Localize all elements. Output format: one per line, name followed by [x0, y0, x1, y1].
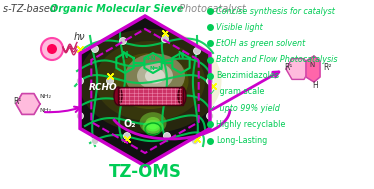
Polygon shape — [16, 94, 40, 114]
Polygon shape — [80, 16, 210, 166]
Text: NH₂: NH₂ — [39, 108, 51, 114]
Ellipse shape — [125, 53, 185, 98]
Circle shape — [77, 112, 83, 119]
Text: upto 99% yield: upto 99% yield — [217, 104, 280, 113]
Circle shape — [123, 132, 131, 139]
Text: R²: R² — [323, 63, 331, 71]
Circle shape — [163, 132, 171, 139]
Text: ✓: ✓ — [209, 88, 216, 97]
Text: Photocatalyst: Photocatalyst — [176, 4, 246, 14]
Ellipse shape — [95, 41, 205, 121]
Text: Visible light: Visible light — [216, 23, 263, 32]
Circle shape — [193, 47, 200, 54]
Ellipse shape — [145, 117, 160, 129]
Circle shape — [206, 112, 214, 119]
Circle shape — [77, 77, 83, 84]
Ellipse shape — [47, 44, 57, 54]
Text: gram scale: gram scale — [217, 88, 264, 97]
Circle shape — [162, 36, 169, 43]
Polygon shape — [286, 59, 310, 79]
Text: N: N — [309, 62, 314, 68]
Text: N: N — [178, 51, 184, 60]
Polygon shape — [306, 56, 320, 82]
Circle shape — [107, 77, 113, 84]
Text: EtOH as green solvent: EtOH as green solvent — [216, 39, 305, 48]
Ellipse shape — [149, 125, 157, 129]
Circle shape — [206, 77, 214, 84]
Ellipse shape — [114, 87, 122, 105]
Text: RCHO: RCHO — [89, 84, 117, 92]
Text: Highly recyclable: Highly recyclable — [216, 120, 285, 129]
Text: O₂: O₂ — [124, 119, 136, 129]
Text: Benzimidazoles: Benzimidazoles — [216, 71, 279, 80]
Text: NH₂: NH₂ — [39, 94, 51, 99]
Text: N: N — [122, 51, 128, 60]
Ellipse shape — [145, 68, 165, 84]
Text: hν: hν — [74, 32, 86, 42]
Ellipse shape — [41, 38, 63, 60]
Ellipse shape — [178, 87, 186, 105]
Bar — [118, 87, 183, 105]
Ellipse shape — [142, 120, 163, 134]
Circle shape — [92, 138, 98, 145]
Bar — [118, 87, 183, 105]
Text: H: H — [312, 81, 318, 91]
Text: Organic Molecular Sieve: Organic Molecular Sieve — [50, 4, 184, 14]
Ellipse shape — [146, 122, 160, 132]
Text: s-TZ-based: s-TZ-based — [3, 4, 59, 14]
Ellipse shape — [137, 63, 173, 90]
Text: Long-Lasting: Long-Lasting — [216, 136, 267, 145]
Text: ✓: ✓ — [209, 104, 216, 113]
Ellipse shape — [79, 29, 221, 133]
Circle shape — [92, 46, 98, 53]
Text: R¹: R¹ — [13, 98, 21, 106]
Text: TZ-OMS: TZ-OMS — [108, 163, 181, 181]
Text: N=N: N=N — [149, 66, 163, 70]
Text: Concise synthesis for catalyst: Concise synthesis for catalyst — [216, 6, 335, 15]
Ellipse shape — [140, 112, 166, 134]
Circle shape — [191, 138, 199, 145]
Text: N-N: N-N — [144, 56, 156, 60]
Ellipse shape — [111, 53, 188, 109]
Circle shape — [120, 37, 126, 44]
Text: R¹: R¹ — [284, 63, 292, 71]
Text: Batch and Flow Photocatalysis: Batch and Flow Photocatalysis — [216, 55, 337, 64]
